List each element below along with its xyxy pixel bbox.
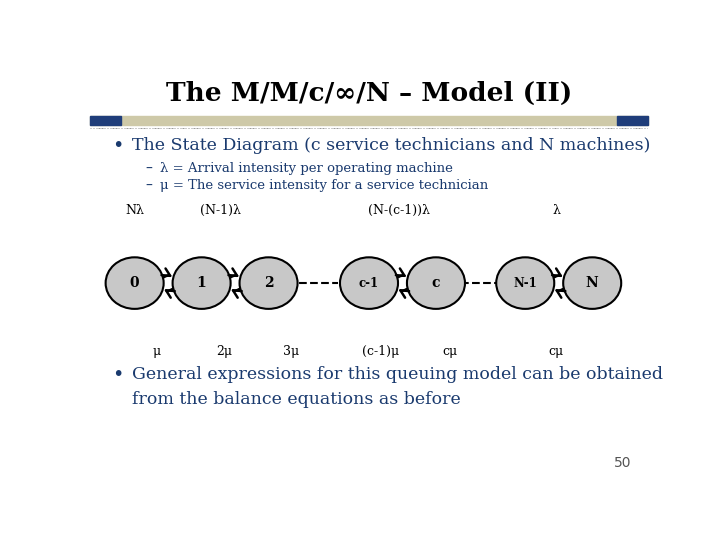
Bar xyxy=(90,116,121,125)
Text: –: – xyxy=(145,162,153,176)
Ellipse shape xyxy=(173,258,230,309)
Ellipse shape xyxy=(240,258,297,309)
Text: μ: μ xyxy=(153,345,161,358)
Text: –: – xyxy=(145,178,153,192)
Text: The State Diagram (c service technicians and N machines): The State Diagram (c service technicians… xyxy=(132,137,650,154)
Text: cμ: cμ xyxy=(442,345,457,358)
Ellipse shape xyxy=(407,258,465,309)
Text: N: N xyxy=(586,276,598,290)
Text: c-1: c-1 xyxy=(359,276,379,289)
Text: 1: 1 xyxy=(197,276,207,290)
Text: c: c xyxy=(432,276,440,290)
Ellipse shape xyxy=(496,258,554,309)
Bar xyxy=(617,116,648,125)
Text: 3μ: 3μ xyxy=(283,345,299,358)
Text: from the balance equations as before: from the balance equations as before xyxy=(132,391,461,408)
Text: •: • xyxy=(112,365,124,384)
Text: 0: 0 xyxy=(130,276,140,290)
Text: 2μ: 2μ xyxy=(216,345,232,358)
Text: cμ: cμ xyxy=(549,345,564,358)
Text: λ = Arrival intensity per operating machine: λ = Arrival intensity per operating mach… xyxy=(160,162,453,176)
Ellipse shape xyxy=(563,258,621,309)
Ellipse shape xyxy=(106,258,163,309)
Text: The M/M/c/∞/N – Model (II): The M/M/c/∞/N – Model (II) xyxy=(166,82,572,106)
Text: λ: λ xyxy=(552,204,560,217)
Text: (N-1)λ: (N-1)λ xyxy=(200,204,241,217)
Text: 2: 2 xyxy=(264,276,274,290)
Text: (N-(c-1))λ: (N-(c-1))λ xyxy=(369,204,431,217)
Text: (c-1)μ: (c-1)μ xyxy=(361,345,399,358)
Ellipse shape xyxy=(340,258,398,309)
Text: N-1: N-1 xyxy=(513,276,537,289)
Text: •: • xyxy=(112,137,124,156)
Text: Nλ: Nλ xyxy=(125,204,144,217)
Text: μ = The service intensity for a service technician: μ = The service intensity for a service … xyxy=(160,179,488,192)
Bar xyxy=(90,116,648,125)
Text: 50: 50 xyxy=(613,456,631,470)
Text: General expressions for this queuing model can be obtained: General expressions for this queuing mod… xyxy=(132,366,663,383)
